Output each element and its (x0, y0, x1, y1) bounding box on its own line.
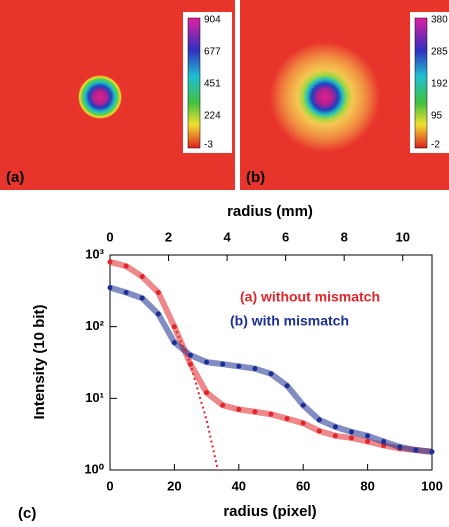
panel-label: (a) (6, 169, 24, 186)
colorbar-label: 95 (431, 111, 443, 122)
point (123, 289, 129, 295)
legend-label: (a) without mismatch (240, 289, 380, 305)
x2-tick-label: 6 (282, 229, 289, 244)
y-axis-title: Intensity (10 bit) (31, 304, 48, 419)
fit-line (173, 326, 219, 471)
point (139, 274, 145, 280)
colorbar (187, 17, 201, 149)
x-tick-label: 100 (421, 478, 443, 493)
colorbar-label: -3 (204, 140, 213, 151)
panel-label: (b) (246, 169, 265, 186)
point (349, 429, 354, 435)
point (236, 406, 242, 412)
point (204, 390, 210, 396)
point (300, 402, 306, 408)
point (236, 363, 242, 369)
y-tick-label: 10⁰ (84, 461, 104, 476)
point (220, 402, 226, 408)
colorbar-label: 677 (204, 47, 221, 58)
colorbar-label: 192 (431, 79, 448, 90)
point (349, 435, 354, 441)
legend-label: (b) with mismatch (230, 313, 349, 329)
x2-tick-label: 2 (165, 229, 172, 244)
point (284, 383, 290, 389)
point (316, 417, 322, 423)
point (268, 411, 274, 417)
colorbar-label: 904 (204, 15, 221, 26)
x2-tick-label: 0 (106, 229, 113, 244)
x-axis-title: radius (pixel) (223, 503, 316, 520)
point (381, 438, 387, 444)
point (171, 340, 177, 346)
colorbar (414, 17, 428, 149)
x-tick-label: 60 (296, 478, 310, 493)
panel-label: (c) (18, 505, 36, 522)
colorbar-label: 451 (204, 79, 221, 90)
point (332, 424, 338, 430)
colorbar-label: -2 (431, 140, 440, 151)
x-tick-label: 80 (360, 478, 374, 493)
point (155, 289, 161, 295)
spot (270, 42, 380, 152)
point (252, 366, 258, 372)
y-tick-label: 10¹ (85, 390, 104, 405)
x2-tick-label: 8 (341, 229, 348, 244)
point (429, 449, 435, 455)
point (139, 295, 145, 301)
point (123, 263, 129, 269)
x-tick-label: 40 (232, 478, 246, 493)
y-tick-label: 10² (85, 318, 104, 333)
x2-axis-title: radius (mm) (227, 203, 313, 220)
point (332, 433, 338, 439)
point (107, 285, 113, 291)
x-tick-label: 20 (167, 478, 181, 493)
plot-frame (109, 254, 433, 471)
point (268, 371, 274, 377)
point (204, 359, 210, 365)
x2-tick-label: 4 (223, 229, 231, 244)
point (365, 438, 371, 444)
point (397, 444, 403, 450)
point (300, 420, 306, 426)
colorbar-label: 285 (431, 47, 448, 58)
colorbar-label: 224 (204, 111, 221, 122)
point (188, 352, 193, 358)
point (252, 409, 258, 415)
point (220, 361, 226, 367)
colorbar-label: 380 (431, 15, 448, 26)
x-tick-label: 0 (106, 478, 113, 493)
point (316, 428, 322, 434)
point (107, 259, 113, 265)
point (365, 433, 371, 439)
point (413, 447, 419, 453)
point (284, 416, 290, 422)
y-tick-label: 10³ (85, 246, 104, 261)
point (155, 311, 161, 317)
spot (78, 75, 122, 119)
x2-tick-label: 10 (395, 229, 409, 244)
